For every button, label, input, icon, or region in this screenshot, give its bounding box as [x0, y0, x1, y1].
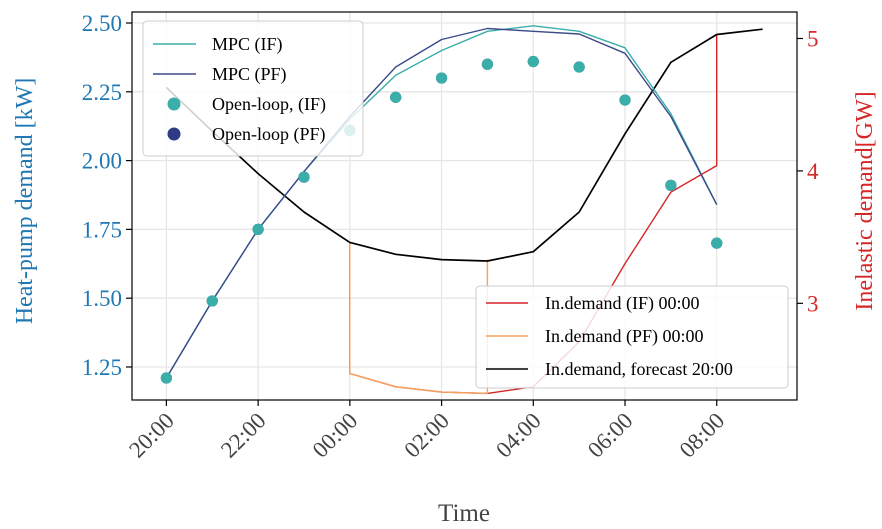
x-tick-label-5: 06:00 [583, 408, 638, 463]
legend-label-in-demand-forecast-20-00: In.demand, forecast 20:00 [545, 359, 733, 379]
legend-label-open-loop-pf: Open-loop (PF) [212, 124, 326, 145]
x-tick-label-0: 20:00 [124, 408, 179, 463]
left-tick-label-5: 2.50 [82, 11, 122, 36]
left-axis-label: Heat-pump demand [kW] [12, 78, 38, 325]
x-axis-ticks: 20:00 22:00 00:00 02:00 04:00 06:00 08:00 [124, 400, 729, 463]
point-open-loop-if-8 [527, 55, 539, 68]
point-open-loop-if-0 [160, 372, 172, 384]
legend-label-in-demand-pf-00-00: In.demand (PF) 00:00 [545, 326, 703, 347]
x-tick-label-4: 04:00 [491, 408, 546, 463]
x-tick-label-1: 22:00 [216, 408, 271, 463]
left-tick-label-2: 1.75 [82, 217, 122, 242]
plot-frame [131, 11, 798, 401]
legend-swatch-open-loop-pf [167, 127, 181, 141]
left-tick-label-3: 2.00 [82, 149, 122, 174]
point-open-loop-if-5 [390, 91, 402, 103]
point-open-loop-if-2 [252, 223, 264, 235]
point-open-loop-if-7 [481, 58, 494, 70]
point-open-loop-if-12 [711, 237, 723, 249]
legend-left: MPC (IF) MPC (PF) Open-loop, (IF) Open-loop… [142, 20, 364, 157]
x-tick-label-6: 08:00 [675, 408, 730, 463]
left-tick-label-4: 2.25 [82, 80, 122, 105]
right-tick-label-1: 4 [807, 159, 819, 184]
series-line-in-demand-pf-00-00 [349, 242, 489, 395]
legend-right: In.demand (IF) 00:00 In.demand (PF) 00:00… [475, 285, 789, 389]
legend-label-open-loop-if: Open-loop, (IF) [212, 94, 326, 115]
point-open-loop-if-9 [573, 61, 585, 73]
point-open-loop-if-1 [206, 295, 218, 307]
x-axis-label: Time [438, 500, 490, 527]
x-tick-label-3: 02:00 [399, 408, 454, 463]
point-open-loop-if-10 [619, 94, 631, 106]
legend-right-box [475, 285, 789, 389]
left-tick-label-1: 1.50 [82, 286, 122, 311]
right-tick-label-2: 5 [807, 26, 819, 51]
series-line-in-demand-forecast-20-00 [165, 28, 763, 262]
point-open-loop-if-11 [665, 179, 677, 191]
right-axis-ticks: 3 4 5 [797, 26, 819, 316]
left-axis-ticks: 1.25 1.50 1.75 2.00 2.25 2.50 [82, 11, 132, 380]
right-axis-label: Inelastic demand[GW] [852, 91, 878, 310]
legend-swatch-open-loop-if [167, 97, 181, 111]
legend-left-box [142, 20, 364, 157]
right-tick-label-0: 3 [807, 291, 819, 316]
legend-label-in-demand-if-00-00: In.demand (IF) 00:00 [545, 293, 699, 314]
legend-label-mpc-pf: MPC (PF) [212, 64, 287, 85]
left-tick-label-0: 1.25 [82, 355, 122, 380]
x-tick-label-2: 00:00 [308, 408, 363, 463]
legend-label-mpc-if: MPC (IF) [212, 34, 283, 55]
point-open-loop-if-6 [435, 72, 448, 84]
point-open-loop-if-3 [298, 171, 310, 183]
